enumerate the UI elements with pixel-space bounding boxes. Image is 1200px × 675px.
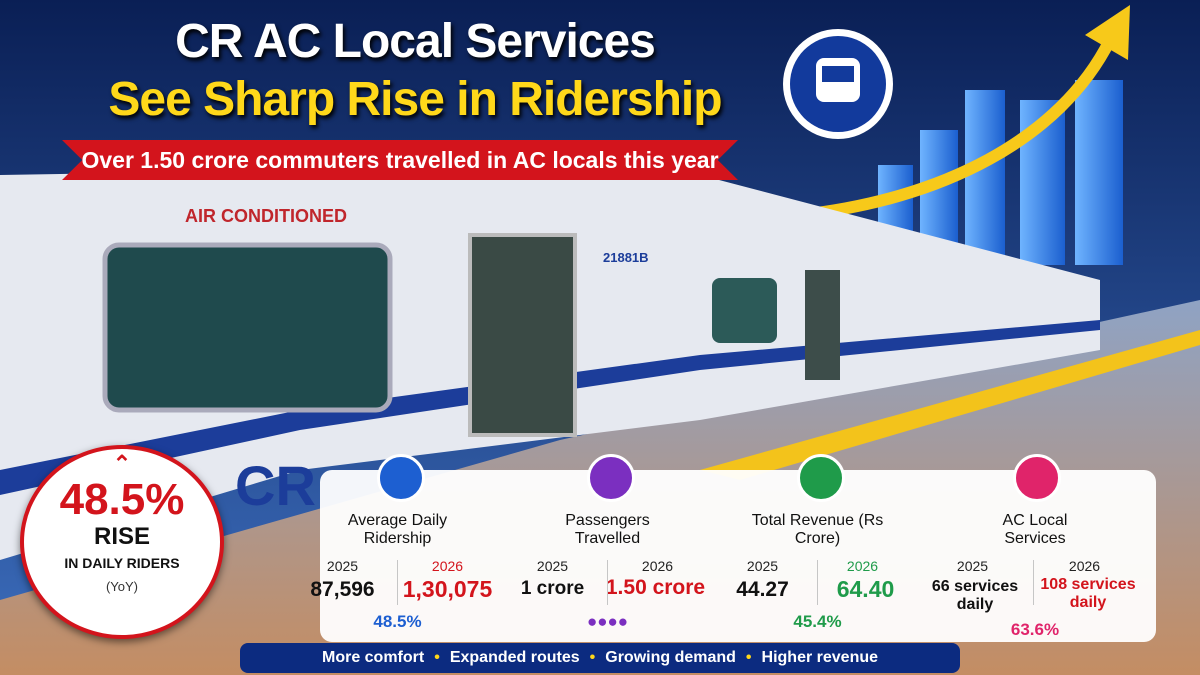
people-icons: ●●●● bbox=[586, 612, 629, 631]
separator bbox=[1033, 560, 1034, 605]
value: 1 crore bbox=[520, 578, 585, 599]
change: 48.5% bbox=[373, 612, 422, 631]
icon bbox=[377, 454, 425, 502]
bullet: • bbox=[434, 649, 440, 666]
separator bbox=[397, 560, 398, 605]
separator bbox=[817, 560, 818, 605]
stat-title: Passengers Travelled bbox=[565, 512, 650, 547]
value: 87,596 bbox=[310, 578, 375, 601]
icon bbox=[797, 454, 845, 502]
badge-sublabel: IN DAILY RIDERS bbox=[64, 555, 180, 571]
value: 1,30,075 bbox=[402, 576, 493, 602]
change: 63.6% bbox=[1010, 620, 1060, 639]
year: 2026 bbox=[431, 558, 464, 574]
stat-title: AC Local Services bbox=[1002, 512, 1068, 547]
bullet: • bbox=[589, 649, 596, 666]
stat-card: AC Local Services 2025 2026 66 services … bbox=[925, 454, 1145, 642]
subtitle: Over 1.50 crore commuters travelled in A… bbox=[62, 140, 738, 180]
coach-number: 21881B bbox=[603, 250, 649, 265]
year: 2026 bbox=[1068, 558, 1101, 574]
badge: ⌃ 48.5% RISE IN DAILY RIDERS (YoY) bbox=[20, 445, 224, 639]
year: 2025 bbox=[956, 558, 989, 574]
badge-note: (YoY) bbox=[105, 579, 139, 594]
badge-label: RISE bbox=[93, 523, 150, 550]
footer-item: More comfort bbox=[321, 649, 425, 666]
value: 108 services daily bbox=[1040, 576, 1136, 611]
year: 2025 bbox=[326, 558, 359, 574]
icon bbox=[587, 454, 635, 502]
icon bbox=[1013, 454, 1061, 502]
stats-panel bbox=[320, 470, 1156, 642]
year: 2025 bbox=[746, 558, 779, 574]
coach-label: AIR CONDITIONED bbox=[185, 206, 347, 226]
stat-card: Passengers Travelled 2025 2026 1 crore 1… bbox=[505, 454, 710, 642]
stat-title: Total Revenue (Rs Crore) bbox=[751, 512, 884, 547]
bullet: • bbox=[745, 649, 752, 666]
year: 2026 bbox=[846, 558, 879, 574]
change: 45.4% bbox=[793, 612, 842, 631]
up-caret: ⌃ bbox=[112, 451, 132, 476]
title: CR AC Local Services bbox=[175, 15, 656, 68]
badge-value: 48.5% bbox=[59, 475, 185, 524]
value: 64.40 bbox=[836, 576, 895, 602]
separator bbox=[607, 560, 608, 605]
title: See Sharp Rise in Ridership bbox=[108, 73, 722, 126]
year: 2026 bbox=[641, 558, 674, 574]
footer-item: Expanded routes bbox=[449, 649, 580, 666]
footer: More comfort • Expanded routes • Growing d… bbox=[240, 643, 960, 673]
stat-card: Total Revenue (Rs Crore) 2025 2026 44.27… bbox=[715, 454, 920, 642]
value: 1.50 crore bbox=[605, 576, 706, 599]
value: 66 services daily bbox=[931, 578, 1019, 613]
coach-logo: CR bbox=[235, 454, 316, 517]
year: 2025 bbox=[536, 558, 569, 574]
footer-item: Higher revenue bbox=[761, 649, 879, 666]
footer-item: Growing demand bbox=[605, 649, 736, 666]
stat-title: Average Daily Ridership bbox=[347, 512, 448, 547]
value: 44.27 bbox=[736, 578, 789, 601]
stat-card: Average Daily Ridership 2025 2026 87,596… bbox=[295, 454, 500, 642]
